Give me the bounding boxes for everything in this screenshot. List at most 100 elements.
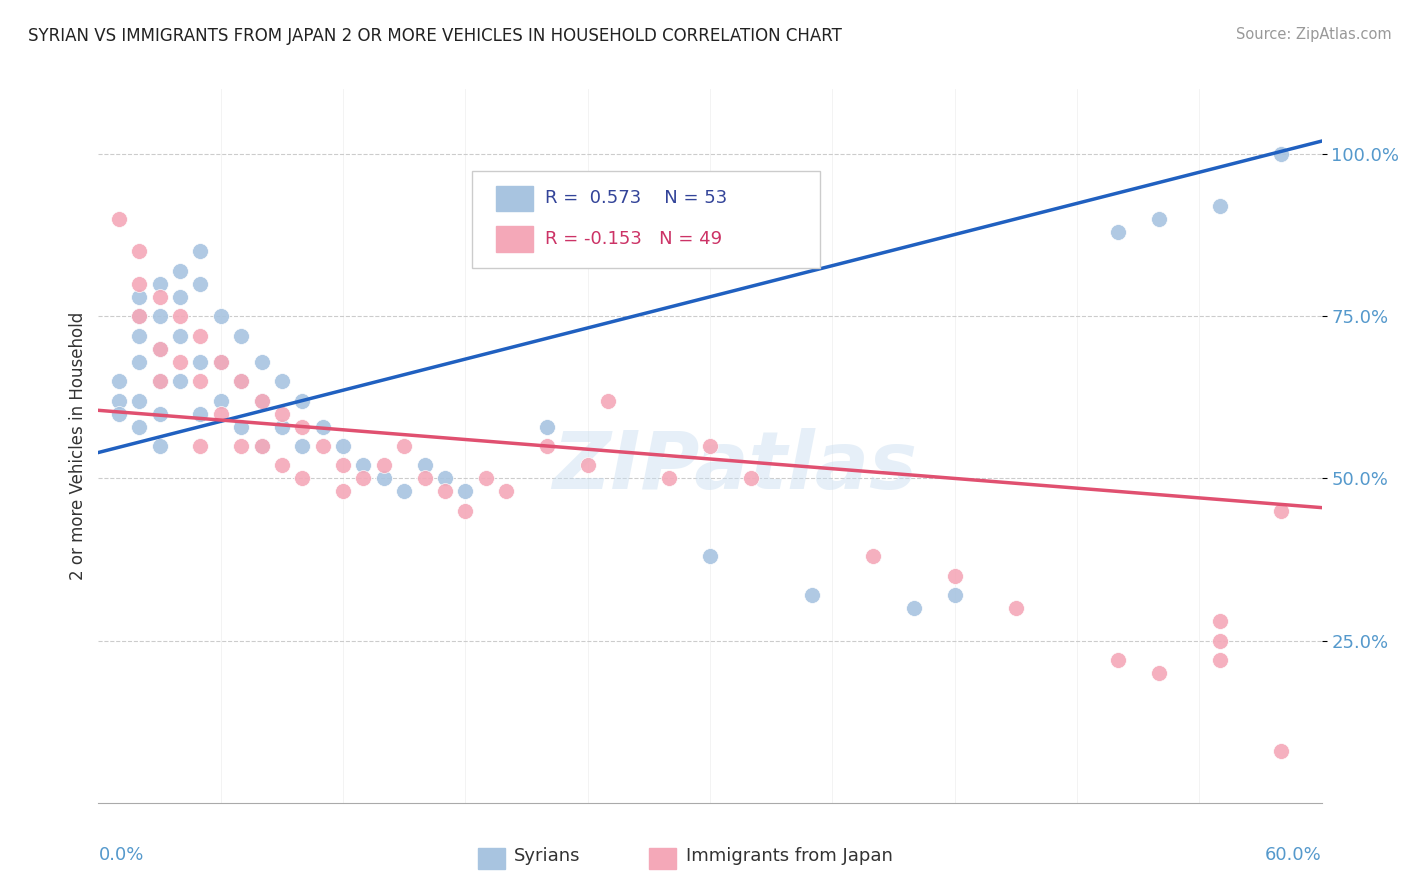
Point: [149, 342, 172, 356]
Point: [231, 419, 253, 434]
Point: [270, 374, 294, 388]
Point: [149, 342, 172, 356]
Point: [1147, 666, 1170, 681]
Point: [169, 328, 191, 343]
Point: [1209, 653, 1232, 667]
Point: [862, 549, 884, 564]
Point: [536, 419, 558, 434]
Point: [1270, 504, 1292, 518]
Point: [1209, 633, 1232, 648]
Point: [699, 549, 721, 564]
Point: [209, 407, 232, 421]
Point: [740, 471, 762, 485]
Point: [495, 484, 517, 499]
Point: [291, 471, 314, 485]
Point: [270, 407, 294, 421]
Bar: [478, 847, 505, 869]
Point: [474, 471, 498, 485]
Point: [1004, 601, 1026, 615]
Point: [1209, 199, 1232, 213]
Point: [188, 277, 212, 291]
Point: [1270, 147, 1292, 161]
Point: [128, 244, 150, 259]
Point: [373, 471, 395, 485]
Point: [231, 439, 253, 453]
Point: [169, 354, 191, 368]
Point: [352, 458, 374, 473]
Point: [658, 471, 681, 485]
Point: [108, 393, 131, 408]
Text: Source: ZipAtlas.com: Source: ZipAtlas.com: [1236, 27, 1392, 42]
Point: [576, 458, 599, 473]
Point: [149, 374, 172, 388]
Point: [270, 458, 294, 473]
Point: [231, 328, 253, 343]
Point: [188, 374, 212, 388]
Point: [801, 588, 824, 602]
Point: [149, 407, 172, 421]
Point: [536, 439, 558, 453]
Text: R = -0.153   N = 49: R = -0.153 N = 49: [546, 230, 723, 248]
Point: [128, 290, 150, 304]
Point: [188, 328, 212, 343]
Point: [108, 211, 131, 226]
Point: [188, 439, 212, 453]
Point: [392, 439, 416, 453]
Point: [209, 393, 232, 408]
Point: [128, 328, 150, 343]
Text: R =  0.573    N = 53: R = 0.573 N = 53: [546, 189, 727, 207]
Point: [903, 601, 925, 615]
Point: [149, 310, 172, 324]
Point: [1107, 225, 1129, 239]
Point: [250, 393, 273, 408]
Point: [169, 290, 191, 304]
Point: [128, 277, 150, 291]
Point: [128, 310, 150, 324]
Point: [332, 458, 354, 473]
Point: [188, 354, 212, 368]
Text: 0.0%: 0.0%: [98, 846, 143, 863]
Bar: [648, 847, 676, 869]
Point: [699, 439, 721, 453]
Point: [373, 458, 395, 473]
Point: [413, 458, 436, 473]
Point: [149, 277, 172, 291]
Point: [128, 310, 150, 324]
Point: [250, 393, 273, 408]
Point: [169, 310, 191, 324]
Point: [231, 374, 253, 388]
Point: [149, 290, 172, 304]
Point: [454, 484, 477, 499]
Point: [312, 439, 335, 453]
Point: [598, 393, 620, 408]
Point: [188, 244, 212, 259]
Point: [291, 439, 314, 453]
Point: [128, 393, 150, 408]
Bar: [496, 227, 533, 252]
Point: [943, 588, 966, 602]
FancyBboxPatch shape: [471, 171, 820, 268]
Point: [413, 471, 436, 485]
Point: [1209, 614, 1232, 628]
Point: [291, 393, 314, 408]
Point: [352, 471, 374, 485]
Point: [188, 407, 212, 421]
Point: [209, 310, 232, 324]
Point: [149, 439, 172, 453]
Point: [312, 419, 335, 434]
Point: [434, 484, 457, 499]
Point: [149, 374, 172, 388]
Point: [291, 419, 314, 434]
Point: [209, 354, 232, 368]
Point: [1147, 211, 1170, 226]
Point: [454, 504, 477, 518]
Point: [209, 354, 232, 368]
Point: [250, 354, 273, 368]
Text: Syrians: Syrians: [515, 847, 581, 865]
Point: [434, 471, 457, 485]
Point: [392, 484, 416, 499]
Text: ZIPatlas: ZIPatlas: [553, 428, 917, 507]
Point: [169, 374, 191, 388]
Point: [1107, 653, 1129, 667]
Point: [332, 439, 354, 453]
